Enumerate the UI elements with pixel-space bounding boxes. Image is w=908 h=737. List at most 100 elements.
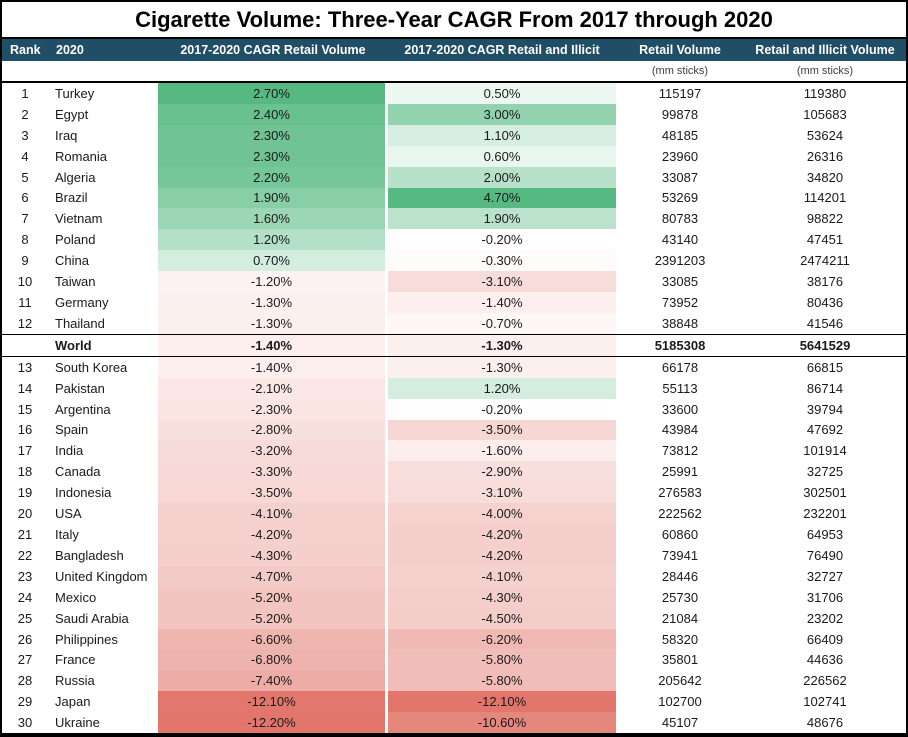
retail-volume-cell: 53269 (661, 190, 699, 206)
country-cell: Turkey (55, 85, 95, 101)
table-row: 13 South Korea -1.40% -1.30% 66178 66815 (2, 356, 906, 378)
table-row: 29 Japan -12.10% -12.10% 102700 102741 (2, 691, 906, 713)
retail-volume-cell: 5185308 (654, 337, 706, 353)
country-cell: China (55, 253, 89, 269)
table-row: 15 Argentina -2.30% -0.20% 33600 39794 (2, 398, 906, 420)
table-row: 16 Spain -2.80% -3.50% 43984 47692 (2, 419, 906, 441)
country-cell: Russia (55, 673, 95, 689)
table-row: 5 Algeria 2.20% 2.00% 33087 34820 (2, 166, 906, 188)
table-header: Rank 2020 2017-2020 CAGR Retail Volume 2… (2, 39, 906, 61)
rank-cell: 9 (21, 253, 29, 269)
column-header-year: 2020 (56, 43, 84, 57)
rank-cell: 18 (17, 464, 33, 480)
retail-volume-cell: 205642 (658, 673, 702, 689)
country-cell: Italy (55, 526, 79, 542)
cagr-illicit-cell: -10.60% (388, 712, 616, 734)
retail-volume-cell: 33087 (661, 169, 699, 185)
table-row: 2 Egypt 2.40% 3.00% 99878 105683 (2, 103, 906, 125)
table-row: 30 Ukraine -12.20% -10.60% 45107 48676 (2, 712, 906, 734)
country-cell: Ukraine (55, 715, 100, 731)
illicit-volume-cell: 44636 (806, 652, 844, 668)
country-cell: South Korea (55, 359, 128, 375)
rank-cell: 23 (17, 568, 33, 584)
table-row-world-total: World -1.40% -1.30% 5185308 5641529 (2, 333, 906, 357)
illicit-volume-cell: 76490 (806, 547, 844, 563)
rank-cell: 25 (17, 610, 33, 626)
illicit-volume-cell: 80436 (806, 295, 844, 311)
rank-cell: 17 (17, 443, 33, 459)
column-header-cagr-illicit: 2017-2020 CAGR Retail and Illicit (404, 43, 600, 57)
country-cell: Pakistan (55, 380, 105, 396)
rank-cell: 6 (21, 190, 29, 206)
country-cell: Saudi Arabia (55, 610, 129, 626)
rank-cell: 8 (21, 232, 29, 248)
cagr-illicit-cell: -4.10% (388, 565, 616, 587)
column-header-cagr-retail: 2017-2020 CAGR Retail Volume (180, 43, 366, 57)
cagr-retail-cell: -1.40% (158, 356, 388, 378)
cagr-retail-cell: -2.30% (158, 398, 388, 420)
country-cell: Philippines (55, 631, 118, 647)
cagr-retail-cell: -7.40% (158, 670, 388, 692)
cagr-illicit-cell: -4.20% (388, 524, 616, 545)
cagr-illicit-cell: -4.30% (388, 586, 616, 608)
country-cell: Germany (55, 295, 109, 311)
illicit-volume-cell: 66409 (806, 631, 844, 647)
cagr-retail-cell: 0.70% (158, 250, 388, 272)
illicit-units-label: (mm sticks) (796, 65, 854, 77)
cagr-illicit-cell: 1.20% (388, 377, 616, 399)
country-cell: Algeria (55, 169, 96, 185)
page-title: Cigarette Volume: Three-Year CAGR From 2… (2, 2, 906, 39)
rank-cell: 24 (17, 589, 33, 605)
cagr-retail-cell: 2.70% (158, 83, 388, 104)
country-cell: Romania (55, 148, 108, 164)
table-row: 12 Thailand -1.30% -0.70% 38848 41546 (2, 312, 906, 334)
cagr-illicit-cell: 3.00% (388, 103, 616, 125)
rank-cell: 19 (17, 485, 33, 501)
retail-volume-cell: 25991 (661, 464, 699, 480)
table-row: 21 Italy -4.20% -4.20% 60860 64953 (2, 524, 906, 545)
table-row: 11 Germany -1.30% -1.40% 73952 80436 (2, 292, 906, 313)
cagr-retail-cell: -6.60% (158, 628, 388, 650)
illicit-volume-cell: 31706 (806, 589, 844, 605)
retail-volume-cell: 43140 (661, 232, 699, 248)
country-cell: Iraq (55, 127, 78, 143)
rank-cell: 22 (17, 547, 33, 563)
cagr-retail-cell: -4.30% (158, 544, 388, 566)
cagr-illicit-cell: 1.90% (388, 208, 616, 230)
illicit-volume-cell: 53624 (806, 127, 844, 143)
rank-cell: 13 (17, 359, 33, 375)
illicit-volume-cell: 32725 (806, 464, 844, 480)
rank-cell: 29 (17, 694, 33, 710)
rank-cell: 30 (17, 715, 33, 731)
rank-cell: 5 (21, 169, 29, 185)
retail-volume-cell: 115197 (658, 85, 702, 101)
cagr-illicit-cell: -4.50% (388, 607, 616, 629)
cagr-retail-cell: -1.30% (158, 312, 388, 334)
cagr-illicit-cell: -3.10% (388, 482, 616, 504)
rank-cell (2, 335, 48, 356)
retail-volume-cell: 73812 (661, 443, 699, 459)
cagr-illicit-cell: -1.40% (388, 292, 616, 313)
illicit-volume-cell: 5641529 (799, 337, 851, 353)
cagr-illicit-cell: -5.80% (388, 649, 616, 671)
country-cell: Egypt (55, 106, 89, 122)
rank-cell: 1 (21, 85, 29, 101)
country-cell: Brazil (55, 190, 88, 206)
rank-cell: 2 (21, 106, 29, 122)
illicit-volume-cell: 102741 (803, 694, 847, 710)
country-cell: Poland (55, 232, 96, 248)
retail-volume-cell: 21084 (661, 610, 699, 626)
country-cell: Spain (55, 422, 89, 438)
rank-cell: 16 (17, 422, 33, 438)
cagr-illicit-cell: -0.30% (388, 250, 616, 272)
illicit-volume-cell: 47692 (806, 422, 844, 438)
illicit-volume-cell: 302501 (803, 485, 847, 501)
cagr-retail-cell: -4.70% (158, 565, 388, 587)
table-row: 9 China 0.70% -0.30% 2391203 2474211 (2, 250, 906, 272)
retail-volume-cell: 222562 (658, 506, 702, 522)
cagr-illicit-cell: -5.80% (388, 670, 616, 692)
rank-cell: 15 (17, 401, 33, 417)
retail-volume-cell: 23960 (661, 148, 699, 164)
table-row: 8 Poland 1.20% -0.20% 43140 47451 (2, 229, 906, 251)
cagr-retail-cell: -5.20% (158, 607, 388, 629)
